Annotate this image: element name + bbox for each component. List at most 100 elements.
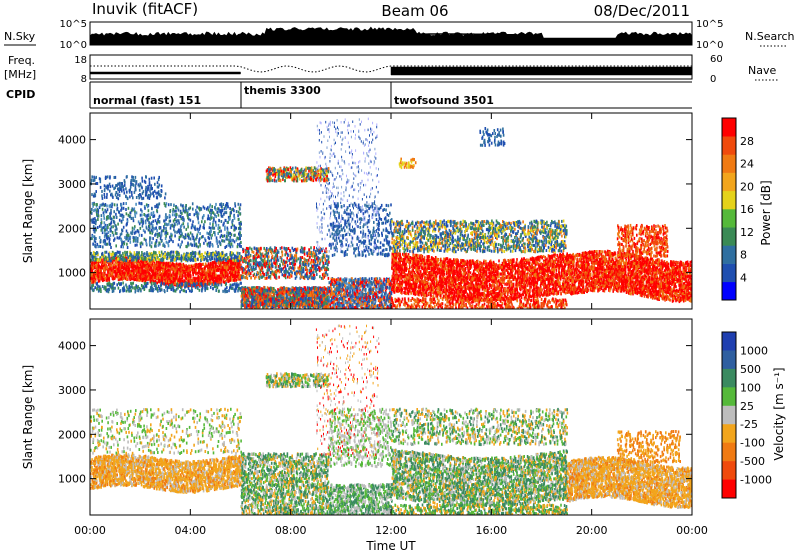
heatmap-cell	[165, 240, 168, 244]
heatmap-cell	[180, 225, 182, 229]
heatmap-cell	[102, 273, 104, 277]
heatmap-cell	[192, 271, 195, 275]
heatmap-cell	[181, 240, 183, 244]
heatmap-cell	[122, 185, 124, 189]
heatmap-cell	[204, 220, 206, 224]
heatmap-cell	[149, 216, 151, 220]
heatmap-cell	[138, 251, 140, 255]
heatmap-cell	[139, 268, 142, 272]
heatmap-cell	[152, 279, 155, 283]
heatmap-cell	[96, 267, 98, 270]
heatmap-cell	[179, 211, 182, 215]
heatmap-cell	[191, 279, 193, 282]
heatmap-cell	[196, 214, 199, 218]
heatmap-cell	[155, 286, 157, 290]
heatmap-cell	[110, 217, 112, 221]
heatmap-cell	[213, 231, 216, 235]
heatmap-cell	[110, 246, 112, 249]
heatmap-cell	[128, 189, 131, 193]
heatmap-cell	[107, 184, 110, 188]
heatmap-cell	[231, 278, 233, 282]
heatmap-cell	[224, 225, 226, 229]
heatmap-cell	[204, 239, 207, 243]
heatmap-cell	[140, 278, 142, 282]
heatmap-cell	[206, 284, 208, 288]
heatmap-cell	[228, 240, 230, 244]
heatmap-cell	[123, 242, 126, 246]
heatmap-cell	[273, 296, 275, 300]
heatmap-cell	[163, 282, 165, 286]
heatmap-cell	[147, 267, 149, 271]
heatmap-cell	[216, 210, 219, 214]
heatmap-cell	[97, 218, 99, 221]
heatmap-cell	[104, 277, 106, 280]
heatmap-cell	[239, 237, 241, 241]
heatmap-cell	[145, 268, 148, 272]
freq-trace	[90, 65, 692, 73]
heatmap-cell	[158, 220, 161, 224]
heatmap-cell	[225, 252, 228, 256]
heatmap-cell	[135, 202, 137, 206]
heatmap-cell	[222, 234, 224, 238]
heatmap-cell	[177, 243, 180, 247]
heatmap-cell	[129, 269, 132, 273]
heatmap-cell	[98, 264, 100, 268]
heatmap-cell	[198, 226, 201, 230]
heatmap-cell	[148, 221, 150, 225]
heatmap-cell	[214, 213, 216, 217]
heatmap-cell	[163, 219, 166, 223]
heatmap-cell	[189, 206, 192, 210]
heatmap-cell	[134, 175, 137, 179]
heatmap-cell	[234, 233, 236, 237]
heatmap-cell	[116, 236, 119, 240]
heatmap-cell	[210, 236, 213, 240]
nave-label: Nave	[748, 64, 776, 77]
heatmap-cell	[239, 268, 241, 272]
heatmap-cell	[156, 209, 158, 213]
heatmap-cell	[137, 236, 139, 240]
heatmap-cell	[224, 263, 227, 267]
heatmap-cell	[130, 231, 132, 235]
heatmap-cell	[165, 231, 167, 235]
heatmap-cell	[173, 213, 176, 217]
heatmap-cell	[137, 285, 139, 289]
heatmap-cell	[123, 188, 125, 192]
heatmap-cell	[151, 241, 153, 245]
heatmap-cell	[127, 206, 130, 210]
heatmap-cell	[111, 261, 114, 265]
heatmap-cell	[210, 216, 212, 220]
heatmap-cell	[122, 251, 124, 255]
heatmap-cell	[181, 204, 184, 208]
heatmap-cell	[212, 223, 214, 227]
heatmap-cell	[191, 288, 193, 292]
heatmap-cell	[186, 281, 188, 285]
heatmap-cell	[184, 233, 187, 237]
nave-tick-top: 60	[710, 54, 723, 65]
heatmap-cell	[155, 257, 158, 261]
heatmap-cell	[102, 211, 105, 215]
heatmap-cell	[167, 274, 170, 278]
heatmap-cell	[111, 283, 113, 287]
heatmap-cell	[201, 216, 204, 220]
heatmap-cell	[236, 262, 239, 266]
heatmap-cell	[146, 205, 149, 209]
heatmap-cell	[151, 254, 153, 257]
heatmap-cell	[204, 283, 206, 287]
heatmap-cell	[191, 223, 193, 227]
heatmap-cell	[91, 288, 94, 292]
heatmap-cell	[178, 271, 180, 275]
heatmap-cell	[90, 262, 93, 266]
heatmap-cell	[223, 271, 225, 275]
heatmap-cell	[223, 207, 226, 211]
heatmap-cell	[213, 260, 216, 264]
heatmap-cell	[190, 274, 192, 278]
heatmap-cell	[165, 279, 168, 283]
heatmap-cell	[235, 210, 238, 213]
heatmap-cell	[135, 211, 138, 215]
heatmap-cell	[164, 192, 167, 196]
heatmap-cell	[140, 217, 143, 221]
heatmap-cell	[185, 207, 187, 210]
heatmap-cell	[202, 270, 204, 274]
heatmap-cell	[168, 222, 170, 226]
heatmap-cell	[210, 253, 212, 257]
